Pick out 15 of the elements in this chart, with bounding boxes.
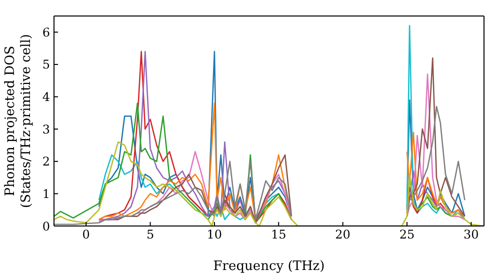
x-tick-label: 10 — [206, 228, 222, 242]
x-tick-label: 0 — [82, 228, 90, 242]
y-tick-label: 6 — [42, 25, 50, 40]
y-tick-label: 4 — [42, 90, 50, 104]
x-tick-label: 20 — [335, 228, 350, 242]
y-tick-label: 3 — [42, 122, 50, 136]
y-tick-label: 1 — [42, 186, 50, 201]
y-tick-label: 5 — [42, 58, 50, 72]
y-axis-title: Phonon projected DOS (States/THz·primitive cell) — [3, 34, 34, 208]
x-axis-title: Frequency (THz) — [213, 259, 325, 274]
x-tick-label: 25 — [399, 228, 415, 242]
x-tick-label: 30 — [464, 228, 479, 242]
x-tick-label: 5 — [146, 228, 154, 242]
x-tick-label: 15 — [270, 228, 286, 242]
y-tick-label: 2 — [42, 154, 50, 169]
